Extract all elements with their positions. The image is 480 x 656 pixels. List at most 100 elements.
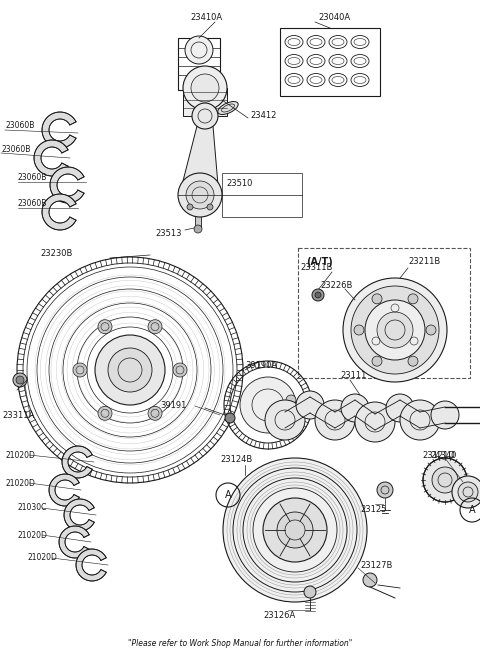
Text: A: A <box>225 490 231 500</box>
Circle shape <box>173 363 187 377</box>
Circle shape <box>223 458 367 602</box>
Circle shape <box>263 498 327 562</box>
Bar <box>178 38 220 90</box>
Text: "Please refer to Work Shop Manual for further information": "Please refer to Work Shop Manual for fu… <box>128 640 352 649</box>
Circle shape <box>186 181 214 209</box>
Circle shape <box>408 356 418 366</box>
Bar <box>298 248 470 378</box>
Circle shape <box>286 395 296 405</box>
Circle shape <box>95 335 165 405</box>
Text: A: A <box>468 505 475 515</box>
Text: 23311A: 23311A <box>2 411 34 419</box>
Text: 23111: 23111 <box>340 371 366 380</box>
Bar <box>183 88 227 116</box>
Circle shape <box>98 406 112 420</box>
Circle shape <box>98 319 112 334</box>
Circle shape <box>191 74 219 102</box>
Polygon shape <box>34 140 68 176</box>
Circle shape <box>194 225 202 233</box>
Text: 21020D: 21020D <box>5 451 35 459</box>
Circle shape <box>240 377 296 433</box>
Text: 23311B: 23311B <box>300 264 332 272</box>
Polygon shape <box>42 112 76 148</box>
Bar <box>222 173 302 217</box>
Text: 23060B: 23060B <box>18 173 48 182</box>
Circle shape <box>178 173 222 217</box>
Text: 23126A: 23126A <box>264 611 296 619</box>
Text: (A/T): (A/T) <box>306 257 333 267</box>
Text: 21030C: 21030C <box>18 504 48 512</box>
Circle shape <box>16 376 24 384</box>
Circle shape <box>207 204 213 210</box>
Polygon shape <box>76 549 106 581</box>
Text: 39190A: 39190A <box>245 361 277 369</box>
Text: 24340: 24340 <box>430 451 456 459</box>
Circle shape <box>458 482 478 502</box>
Circle shape <box>187 204 193 210</box>
Text: 23513: 23513 <box>155 228 181 237</box>
Circle shape <box>183 66 227 110</box>
Polygon shape <box>42 194 76 230</box>
Text: 23412: 23412 <box>250 110 276 119</box>
Circle shape <box>372 356 382 366</box>
Text: 21020D: 21020D <box>18 531 48 539</box>
Bar <box>195 213 201 227</box>
Text: 23410A: 23410A <box>190 14 222 22</box>
Text: 39191: 39191 <box>160 401 186 411</box>
Text: 21020D: 21020D <box>5 478 35 487</box>
Polygon shape <box>64 499 94 531</box>
Polygon shape <box>49 474 79 506</box>
Circle shape <box>432 467 458 493</box>
Circle shape <box>354 325 364 335</box>
Text: 23125: 23125 <box>360 506 386 514</box>
Text: 23211B: 23211B <box>408 258 440 266</box>
Bar <box>280 28 380 96</box>
Circle shape <box>377 482 393 498</box>
Circle shape <box>363 573 377 587</box>
Text: 23040A: 23040A <box>318 14 350 22</box>
Circle shape <box>192 103 218 129</box>
Circle shape <box>377 312 413 348</box>
Text: 23127B: 23127B <box>360 560 392 569</box>
Circle shape <box>296 391 324 419</box>
Polygon shape <box>50 167 84 203</box>
Text: 23226B: 23226B <box>320 281 352 289</box>
Circle shape <box>365 300 425 360</box>
Polygon shape <box>182 126 218 185</box>
Circle shape <box>225 413 235 423</box>
Circle shape <box>185 36 213 64</box>
Circle shape <box>13 373 27 387</box>
Circle shape <box>148 406 162 420</box>
Circle shape <box>312 289 324 301</box>
Text: 23124B: 23124B <box>220 455 252 464</box>
Polygon shape <box>59 526 89 558</box>
Circle shape <box>148 319 162 334</box>
Circle shape <box>431 401 459 429</box>
Polygon shape <box>62 446 92 478</box>
Circle shape <box>408 294 418 304</box>
Circle shape <box>351 286 439 374</box>
Ellipse shape <box>218 102 238 115</box>
Circle shape <box>452 476 480 508</box>
Circle shape <box>343 278 447 382</box>
Circle shape <box>108 348 152 392</box>
Circle shape <box>315 400 355 440</box>
Text: 21020D: 21020D <box>28 554 58 562</box>
Text: 23060B: 23060B <box>18 199 48 209</box>
Text: 23510: 23510 <box>226 178 252 188</box>
Circle shape <box>386 394 414 422</box>
Text: 23230B: 23230B <box>40 249 72 258</box>
Circle shape <box>315 292 321 298</box>
Circle shape <box>423 458 467 502</box>
Circle shape <box>265 400 305 440</box>
Circle shape <box>341 394 369 422</box>
Circle shape <box>426 325 436 335</box>
Circle shape <box>355 402 395 442</box>
Circle shape <box>304 586 316 598</box>
Circle shape <box>372 294 382 304</box>
Circle shape <box>277 512 313 548</box>
Text: 23121D: 23121D <box>422 451 455 459</box>
Circle shape <box>400 400 440 440</box>
Text: 23060B: 23060B <box>5 121 35 131</box>
Circle shape <box>73 363 87 377</box>
